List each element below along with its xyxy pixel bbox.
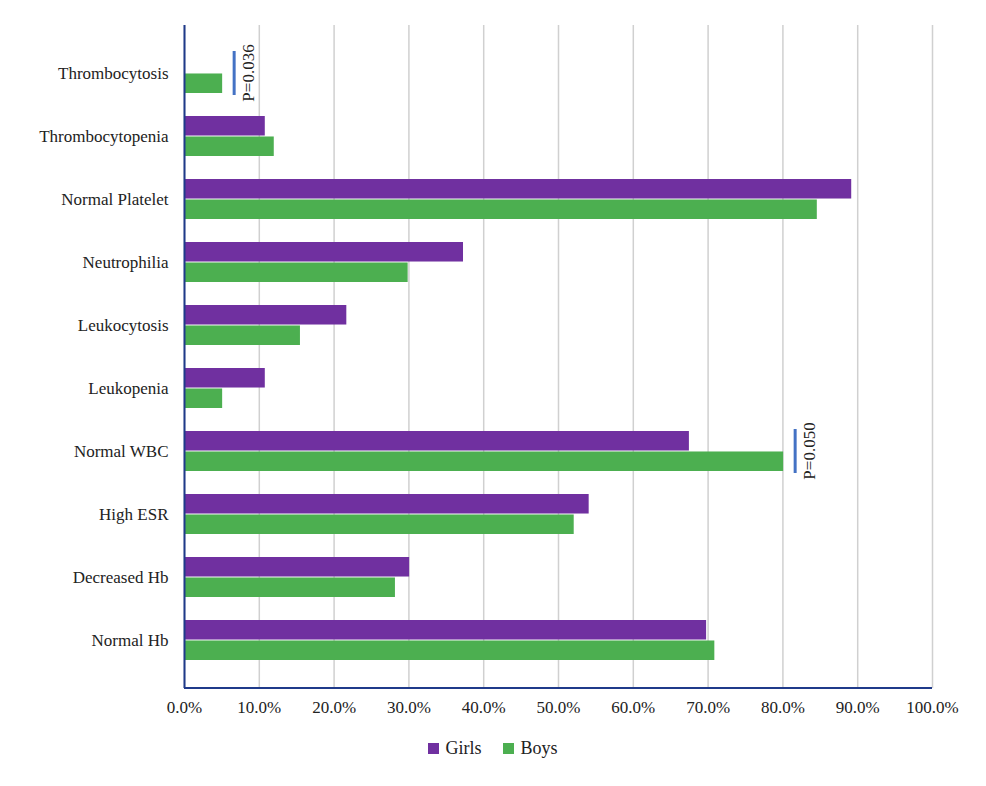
svg-text:10.0%: 10.0% xyxy=(237,698,281,717)
svg-text:50.0%: 50.0% xyxy=(537,698,581,717)
svg-text:Thrombocytosis: Thrombocytosis xyxy=(58,64,169,83)
svg-text:Leukopenia: Leukopenia xyxy=(88,379,169,398)
svg-text:P=0.050: P=0.050 xyxy=(800,422,819,479)
svg-text:60.0%: 60.0% xyxy=(611,698,655,717)
svg-text:Neutrophilia: Neutrophilia xyxy=(83,253,169,272)
svg-text:0.0%: 0.0% xyxy=(167,698,202,717)
svg-text:Thrombocytopenia: Thrombocytopenia xyxy=(39,127,169,146)
svg-text:Normal Hb: Normal Hb xyxy=(92,631,169,650)
svg-text:80.0%: 80.0% xyxy=(761,698,805,717)
html-text:Girls: Girls xyxy=(445,738,482,758)
svg-text:Normal Platelet: Normal Platelet xyxy=(61,190,168,209)
svg-text:Decreased Hb: Decreased Hb xyxy=(73,568,169,587)
svg-text:High ESR: High ESR xyxy=(99,505,169,524)
svg-text:Normal WBC: Normal WBC xyxy=(74,442,169,461)
svg-text:20.0%: 20.0% xyxy=(312,698,356,717)
svg-text:40.0%: 40.0% xyxy=(462,698,506,717)
svg-text:Leukocytosis: Leukocytosis xyxy=(78,316,169,335)
html-text:Boys: Boys xyxy=(520,738,558,758)
svg-text:100.0%: 100.0% xyxy=(906,698,958,717)
svg-text:P=0.036: P=0.036 xyxy=(239,44,258,101)
svg-text:90.0%: 90.0% xyxy=(836,698,880,717)
svg-text:30.0%: 30.0% xyxy=(387,698,431,717)
svg-text:70.0%: 70.0% xyxy=(686,698,730,717)
